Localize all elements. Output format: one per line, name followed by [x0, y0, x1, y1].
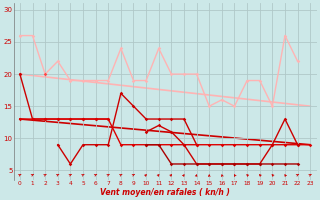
- X-axis label: Vent moyen/en rafales ( kn/h ): Vent moyen/en rafales ( kn/h ): [100, 188, 230, 197]
